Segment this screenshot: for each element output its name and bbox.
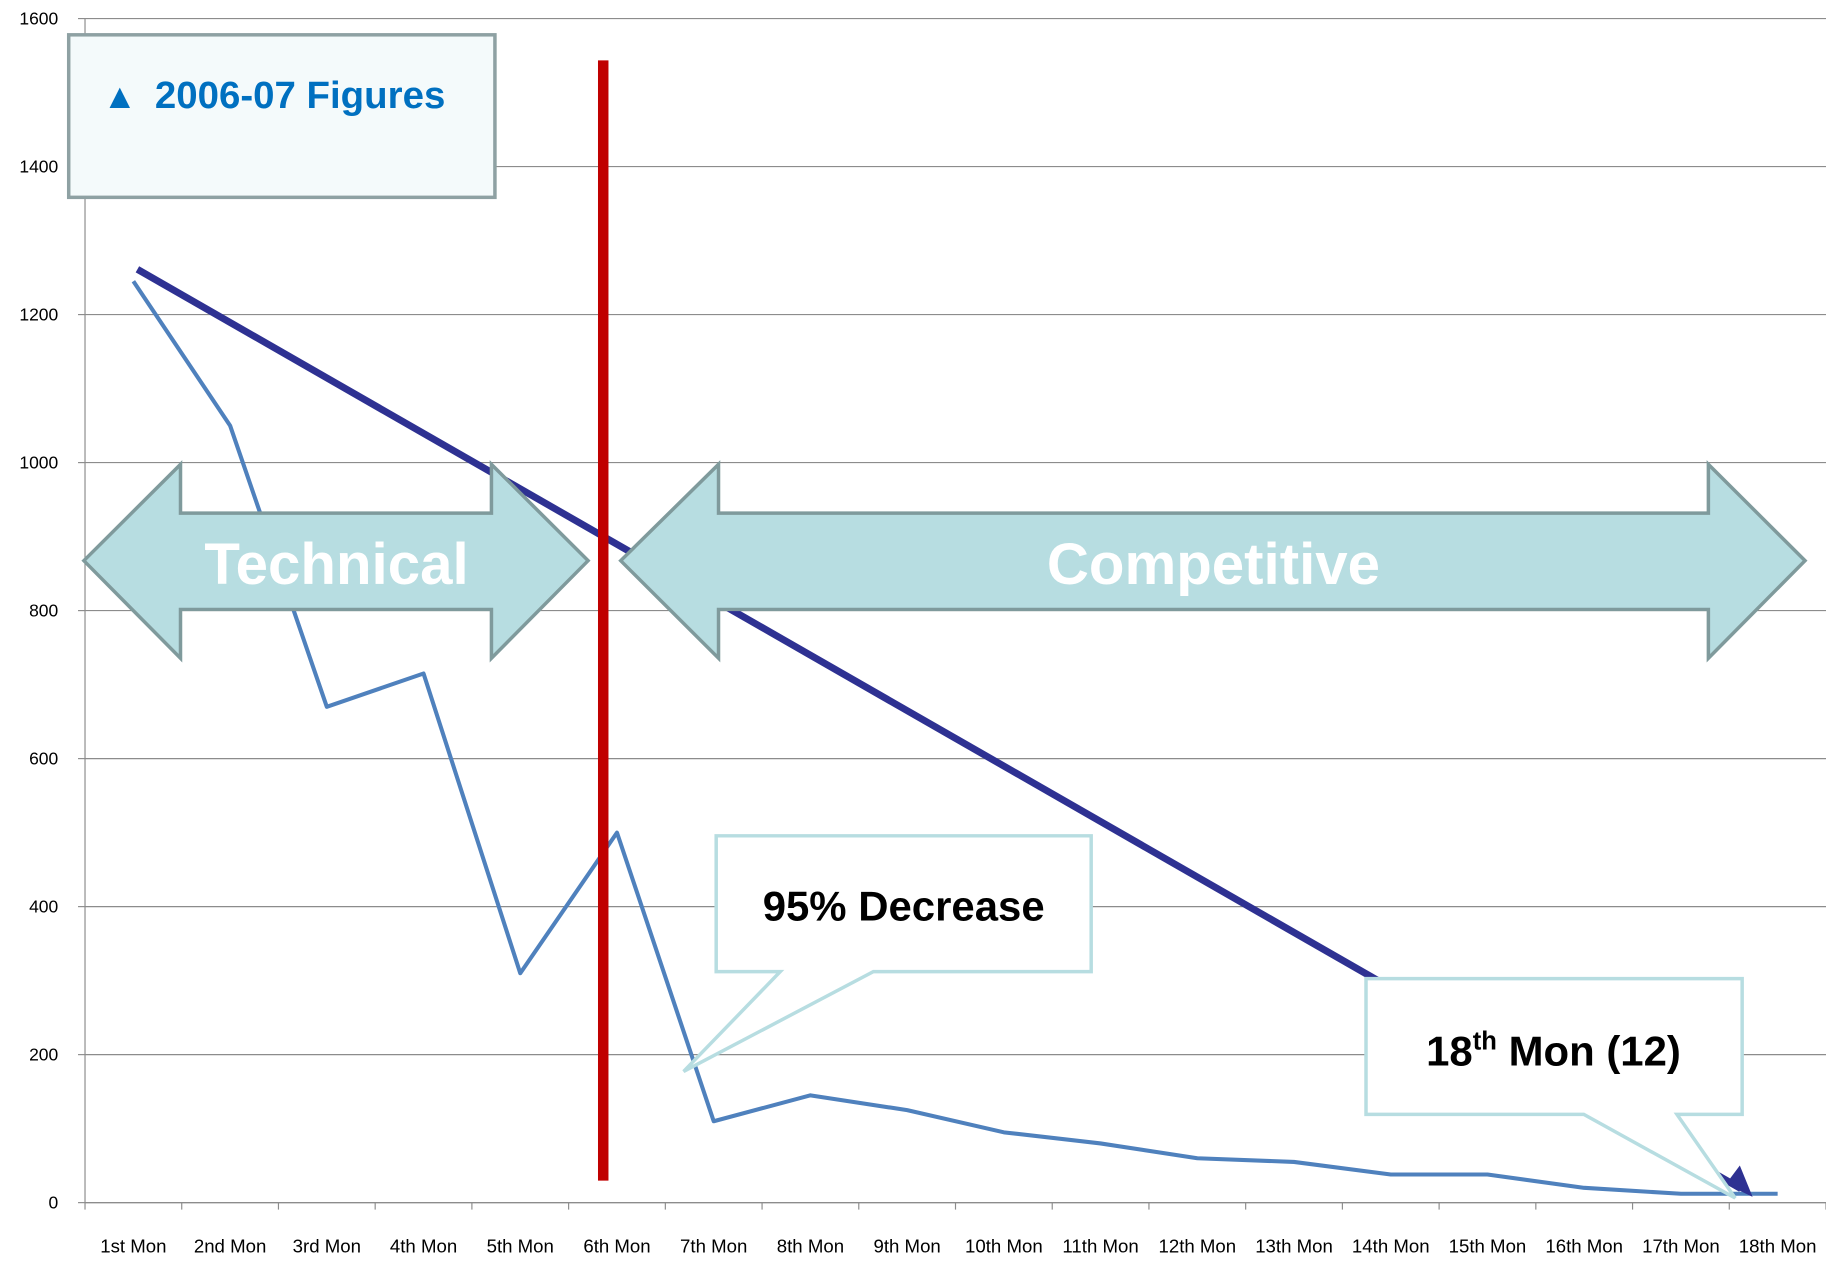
legend-marker: ▲ [102, 77, 137, 116]
callout-box [1364, 976, 1744, 1200]
y-tick-label: 1000 [19, 452, 58, 472]
x-tick-label: 7th Mon [680, 1236, 747, 1257]
y-tick-label: 0 [49, 1192, 59, 1212]
x-tick-label: 15th Mon [1449, 1236, 1527, 1257]
y-tick-label: 1400 [19, 156, 58, 176]
callout-part: Mon (12) [1497, 1028, 1681, 1075]
x-tick-label: 6th Mon [583, 1236, 650, 1257]
x-tick-label: 1st Mon [100, 1236, 166, 1257]
competitive-label: Competitive [1047, 532, 1380, 597]
legend-box [66, 33, 497, 200]
callout-box [682, 834, 1093, 1074]
x-tick-label: 9th Mon [873, 1236, 940, 1257]
x-tick-label: 16th Mon [1545, 1236, 1623, 1257]
data-line [131, 280, 1778, 1196]
x-tick-label: 17th Mon [1642, 1236, 1720, 1257]
callout-part: 18 [1426, 1028, 1473, 1075]
x-tick-label: 5th Mon [487, 1236, 554, 1257]
x-tick-label: 2nd Mon [194, 1236, 266, 1257]
technical-label: Technical [204, 532, 468, 597]
y-tick-label: 600 [29, 748, 58, 768]
callout-superscript: th [1473, 1027, 1497, 1055]
x-tick-label: 14th Mon [1352, 1236, 1430, 1257]
x-tick-label: 8th Mon [777, 1236, 844, 1257]
x-tick-label: 12th Mon [1158, 1236, 1236, 1257]
x-tick-label: 3rd Mon [293, 1236, 361, 1257]
y-tick-label: 1200 [19, 304, 58, 324]
competitive-arrow [618, 460, 1808, 663]
y-tick-label: 800 [29, 600, 58, 620]
x-tick-label: 18th Mon [1739, 1236, 1817, 1257]
callout-text: 95% Decrease [763, 883, 1045, 930]
x-tick-label: 11th Mon [1062, 1236, 1138, 1257]
x-tick-label: 13th Mon [1255, 1236, 1333, 1257]
callout-text: 18th Mon (12) [1426, 1027, 1681, 1074]
technical-arrow [81, 460, 591, 663]
y-tick-label: 400 [29, 896, 58, 916]
legend-label: 2006-07 Figures [155, 74, 445, 117]
x-tick-label: 4th Mon [390, 1236, 457, 1257]
y-tick-label: 200 [29, 1044, 58, 1064]
x-tick-label: 10th Mon [965, 1236, 1043, 1257]
y-tick-label: 1600 [19, 8, 58, 28]
trend-arrowhead [1725, 1165, 1753, 1197]
